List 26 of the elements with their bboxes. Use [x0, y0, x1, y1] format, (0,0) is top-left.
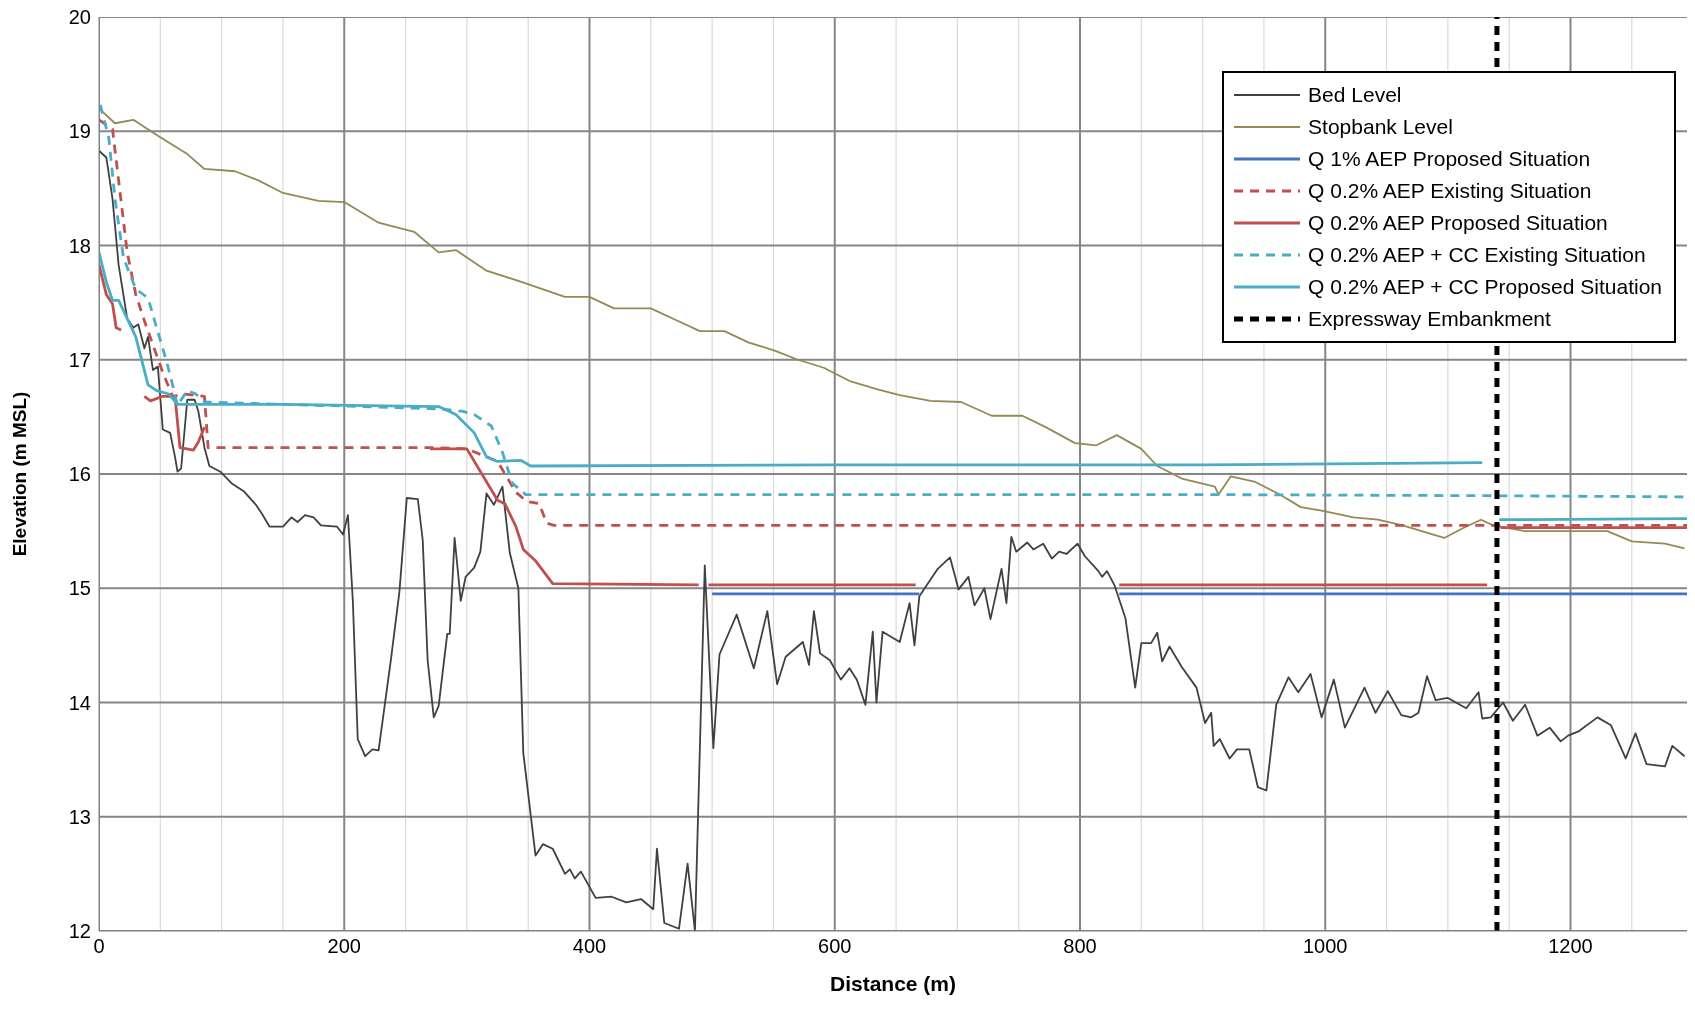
x-tick-label: 0: [93, 935, 105, 958]
legend-label: Q 0.2% AEP + CC Existing Situation: [1308, 242, 1646, 268]
y-tick-label: 14: [68, 691, 91, 714]
x-tick-label: 600: [818, 935, 852, 958]
legend-label: Q 1% AEP Proposed Situation: [1308, 146, 1591, 172]
x-tick-label: 800: [1063, 935, 1097, 958]
x-tick-label: 1000: [1303, 935, 1348, 958]
y-tick-label: 15: [68, 577, 91, 600]
y-tick-label: 19: [68, 120, 91, 143]
y-tick-label: 13: [68, 805, 91, 828]
legend-label: Q 0.2% AEP Existing Situation: [1308, 178, 1592, 204]
x-tick-label: 200: [327, 935, 361, 958]
y-tick-label: 18: [68, 234, 91, 257]
x-tick-label: 1200: [1548, 935, 1593, 958]
legend-label: Stopbank Level: [1308, 114, 1453, 140]
y-tick-label: 20: [68, 6, 91, 29]
y-tick-label: 17: [68, 348, 91, 371]
legend-label: Q 0.2% AEP Proposed Situation: [1308, 210, 1608, 236]
y-tick-label: 12: [68, 920, 91, 943]
legend-label: Q 0.2% AEP + CC Proposed Situation: [1308, 274, 1662, 300]
x-tick-label: 400: [572, 935, 607, 958]
legend-label: Bed Level: [1308, 82, 1402, 108]
y-tick-label: 16: [68, 463, 91, 486]
legend-label: Expressway Embankment: [1308, 306, 1551, 332]
y-axis-title: Elevation (m MSL): [8, 391, 30, 557]
x-axis-title: Distance (m): [829, 972, 957, 995]
